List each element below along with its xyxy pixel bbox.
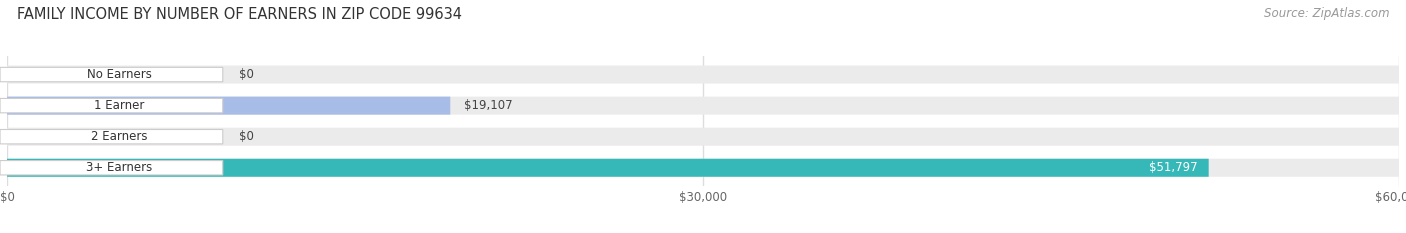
Text: $19,107: $19,107 [464, 99, 513, 112]
Text: 1 Earner: 1 Earner [94, 99, 145, 112]
FancyBboxPatch shape [0, 98, 222, 113]
Text: $51,797: $51,797 [1149, 161, 1198, 174]
Text: No Earners: No Earners [87, 68, 152, 81]
FancyBboxPatch shape [0, 161, 222, 175]
FancyBboxPatch shape [0, 130, 222, 144]
FancyBboxPatch shape [7, 97, 450, 115]
FancyBboxPatch shape [7, 159, 1209, 177]
Text: Source: ZipAtlas.com: Source: ZipAtlas.com [1264, 7, 1389, 20]
Text: 3+ Earners: 3+ Earners [86, 161, 152, 174]
Text: 2 Earners: 2 Earners [91, 130, 148, 143]
FancyBboxPatch shape [7, 128, 1399, 146]
FancyBboxPatch shape [0, 67, 222, 82]
Text: FAMILY INCOME BY NUMBER OF EARNERS IN ZIP CODE 99634: FAMILY INCOME BY NUMBER OF EARNERS IN ZI… [17, 7, 463, 22]
FancyBboxPatch shape [7, 159, 1399, 177]
FancyBboxPatch shape [7, 65, 1399, 84]
Text: $0: $0 [239, 130, 254, 143]
FancyBboxPatch shape [7, 97, 1399, 115]
Text: $0: $0 [239, 68, 254, 81]
